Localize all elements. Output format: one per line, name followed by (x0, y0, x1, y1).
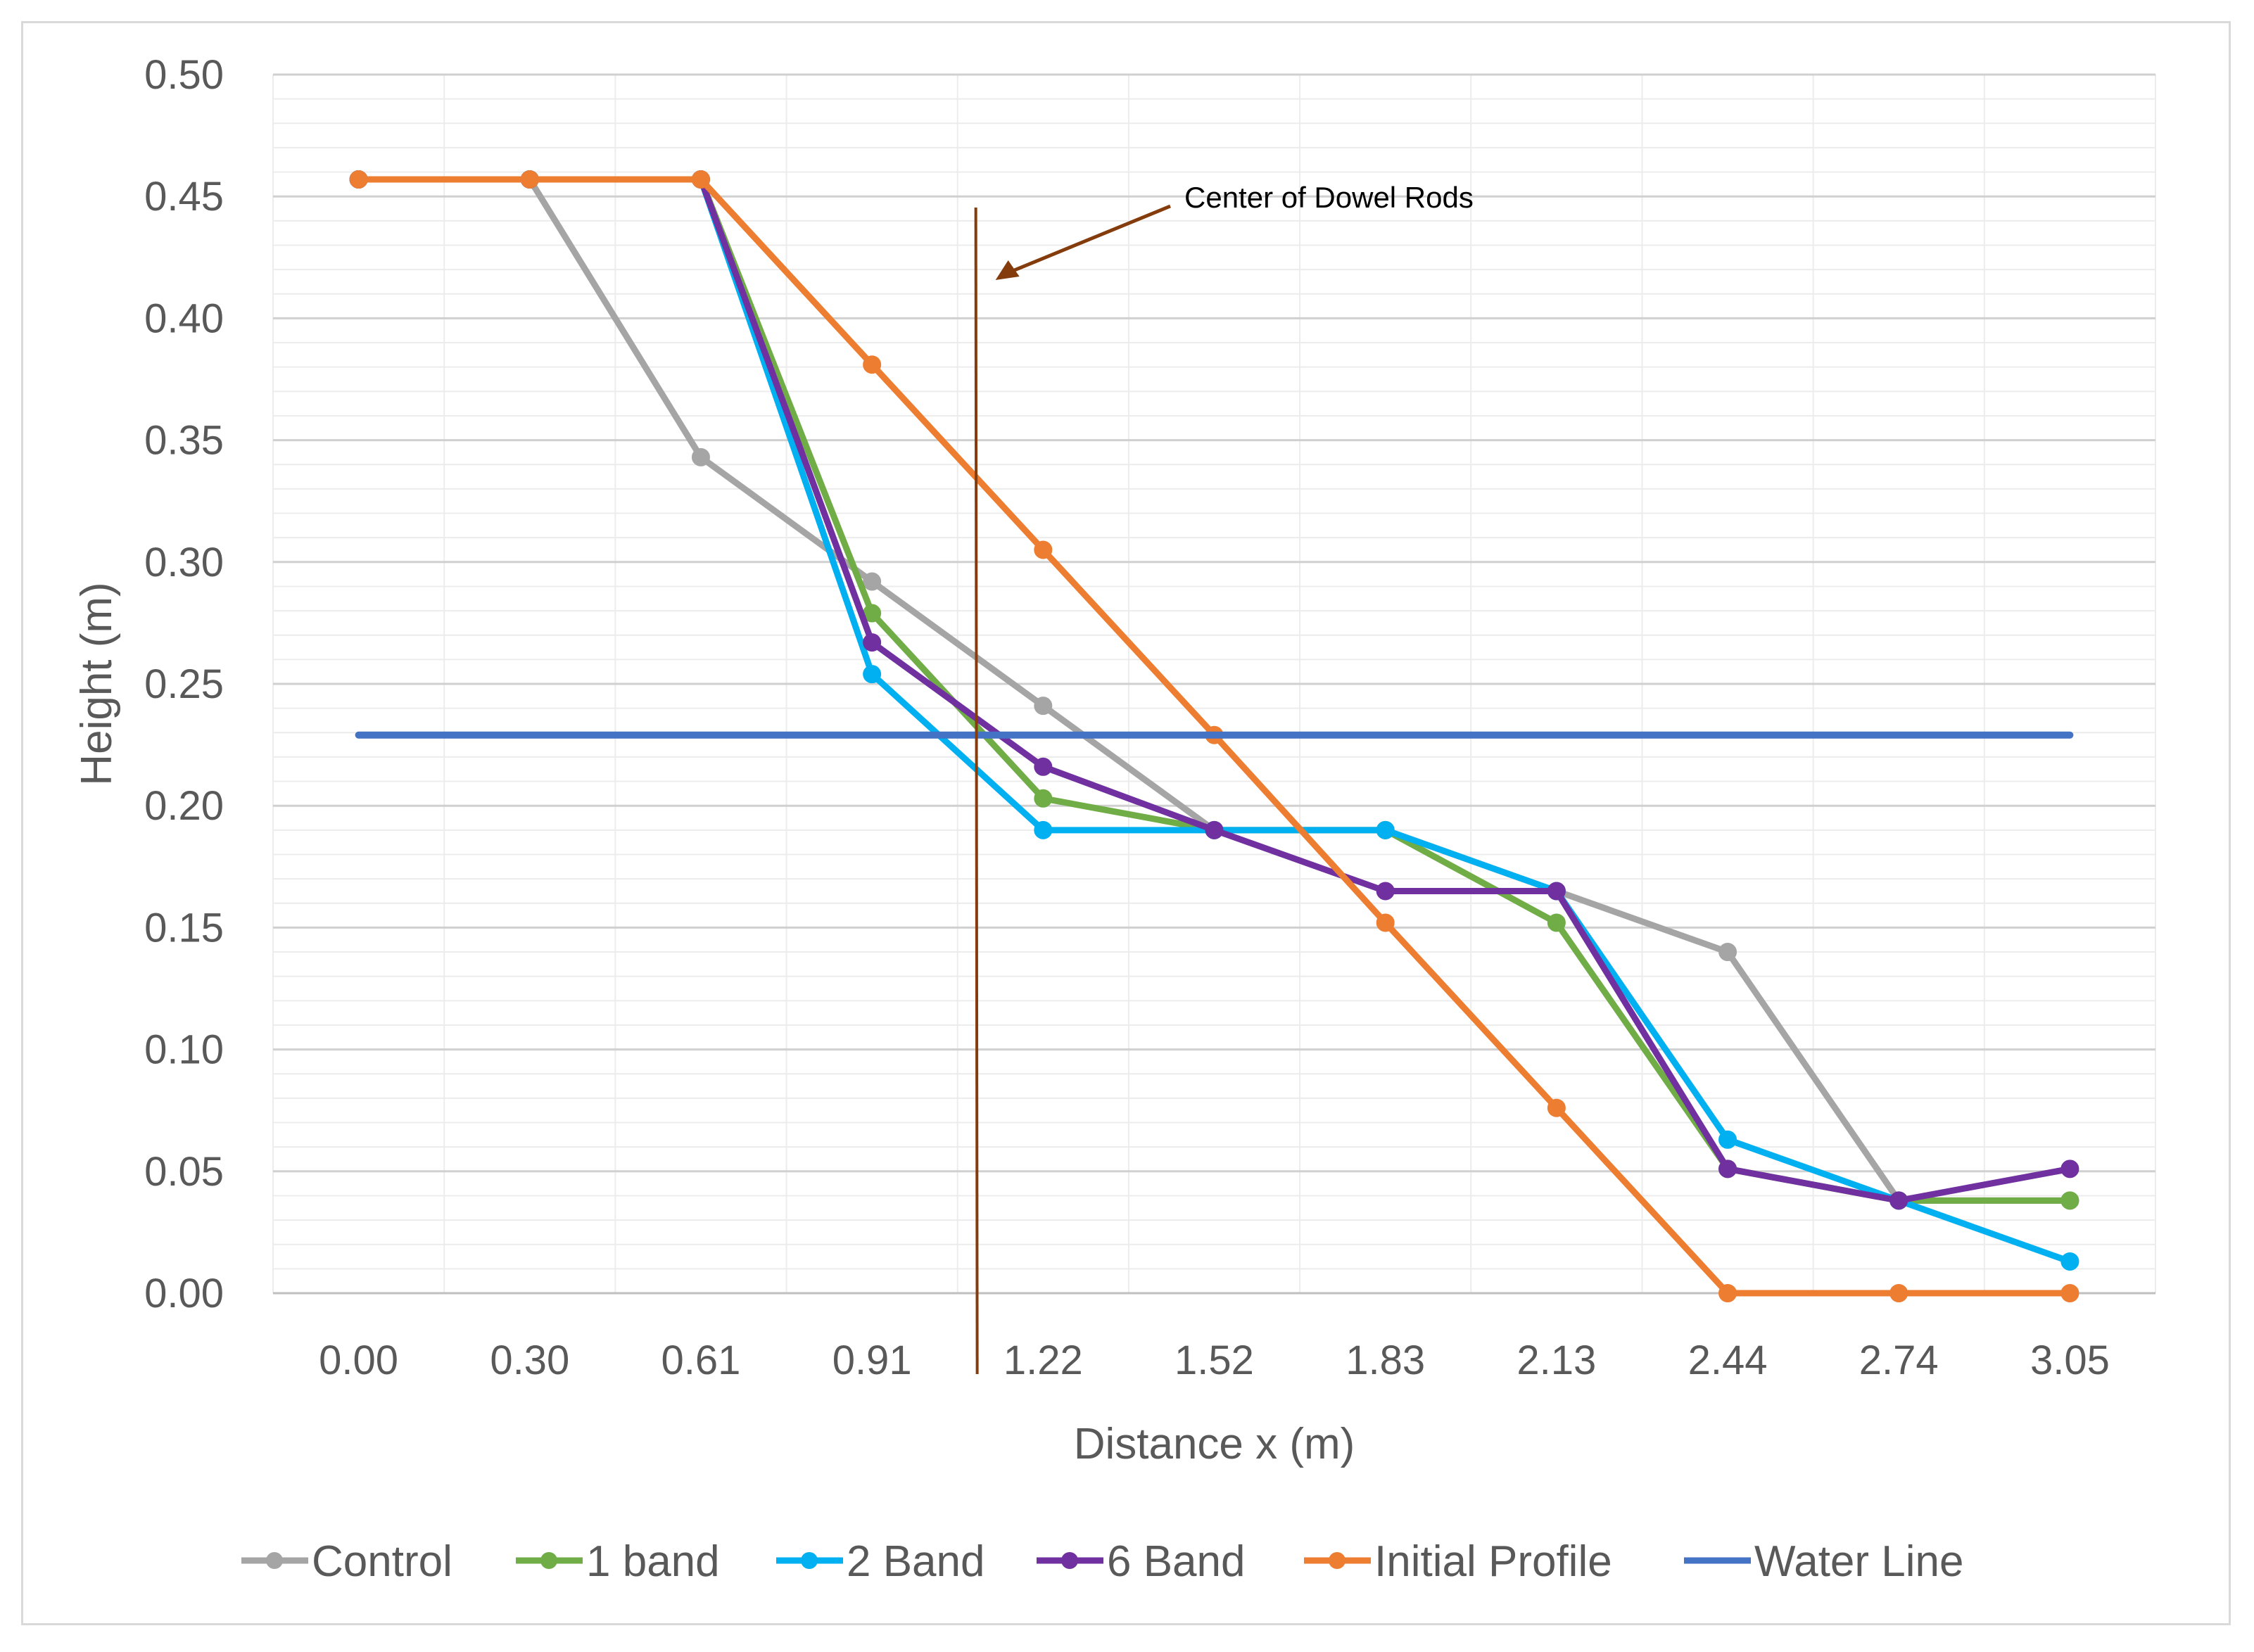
annotation-arrowhead (995, 260, 1020, 280)
x-tick-label: 0.30 (490, 1338, 569, 1383)
legend-label: Water Line (1754, 1537, 1964, 1586)
x-tick-label: 1.22 (1003, 1338, 1083, 1383)
y-tick-label: 0.15 (144, 905, 224, 951)
legend-label: 6 Band (1107, 1537, 1246, 1586)
y-tick-label: 0.40 (144, 296, 224, 341)
data-point (2060, 1191, 2079, 1210)
y-tick-label: 0.30 (144, 540, 224, 585)
y-tick-label: 0.35 (144, 418, 224, 464)
legend: Control 1 band 2 Band 6 Band Initial Profile… (241, 1537, 1964, 1586)
legend-label: 2 Band (847, 1537, 985, 1586)
data-point (2060, 1252, 2079, 1271)
x-tick-label: 1.83 (1346, 1338, 1425, 1383)
data-point (1034, 820, 1053, 839)
y-tick-label: 0.20 (144, 783, 224, 829)
chart-canvas: 0.00 0.05 0.10 0.15 0.20 0.25 0.30 0.35 0.40 0.45… (72, 52, 2156, 1586)
y-tick-label: 0.10 (144, 1027, 224, 1073)
legend-label: Control (312, 1537, 452, 1586)
data-point (1034, 757, 1053, 776)
data-point (1718, 1284, 1737, 1302)
data-point (1034, 540, 1053, 559)
data-point (863, 355, 882, 374)
axes: Height (m) Distance x (m) (72, 582, 1355, 1468)
data-point (520, 170, 539, 189)
annotation-label: Center of Dowel Rods (1184, 181, 1474, 214)
data-point (1547, 1098, 1566, 1117)
chart-frame: 0.00 0.05 0.10 0.15 0.20 0.25 0.30 0.35 0.40 0.45… (21, 21, 2231, 1625)
annotation-layer: Center of Dowel Rods (974, 181, 1474, 1375)
legend-swatch-marker (1329, 1552, 1346, 1569)
x-tick-label: 3.05 (2030, 1338, 2110, 1383)
legend-swatch-marker (1061, 1552, 1078, 1569)
y-axis-title: Height (m) (72, 582, 121, 785)
x-axis-title: Distance x (m) (1074, 1420, 1355, 1468)
x-tick-label: 0.61 (661, 1338, 741, 1383)
data-point (1376, 913, 1395, 932)
data-point (349, 170, 368, 189)
data-point (1376, 882, 1395, 901)
x-tick-label: 2.44 (1688, 1338, 1768, 1383)
x-tick-label: 2.74 (1859, 1338, 1939, 1383)
data-point (1718, 1130, 1737, 1149)
y-tick-label: 0.45 (144, 174, 224, 220)
data-point (863, 633, 882, 652)
y-tick-label: 0.00 (144, 1271, 224, 1316)
data-point (1034, 697, 1053, 716)
data-point (691, 170, 710, 189)
data-point (1034, 789, 1053, 808)
data-point (1889, 1191, 1908, 1210)
legend-swatch-marker (540, 1552, 557, 1569)
legend-label: 1 band (586, 1537, 720, 1586)
x-tick-label: 2.13 (1517, 1338, 1596, 1383)
y-tick-label: 0.25 (144, 661, 224, 707)
data-point (1547, 882, 1566, 901)
y-tick-label: 0.50 (144, 52, 224, 98)
annotation-arrow (1010, 204, 1171, 274)
y-tick-label: 0.05 (144, 1149, 224, 1195)
data-point (691, 447, 710, 466)
data-point (863, 665, 882, 684)
data-point (1889, 1284, 1908, 1302)
legend-swatch-marker (801, 1552, 818, 1569)
data-point (863, 572, 882, 591)
data-point (1205, 820, 1224, 839)
data-point (1718, 1159, 1737, 1178)
legend-label: Initial Profile (1374, 1537, 1612, 1586)
data-point (2060, 1284, 2079, 1302)
legend-swatch-marker (266, 1552, 283, 1569)
x-tick-label: 0.91 (832, 1338, 912, 1383)
gridlines: 0.00 0.05 0.10 0.15 0.20 0.25 0.30 0.35 0.40 0.45… (144, 52, 2156, 1383)
data-point (1718, 943, 1737, 962)
x-tick-label: 1.52 (1175, 1338, 1254, 1383)
data-point (1547, 913, 1566, 932)
data-point (1376, 820, 1395, 839)
x-tick-label: 0.00 (319, 1338, 398, 1383)
data-point (2060, 1159, 2079, 1178)
dowel-center-line (974, 207, 979, 1375)
plot-area (349, 170, 2079, 1302)
